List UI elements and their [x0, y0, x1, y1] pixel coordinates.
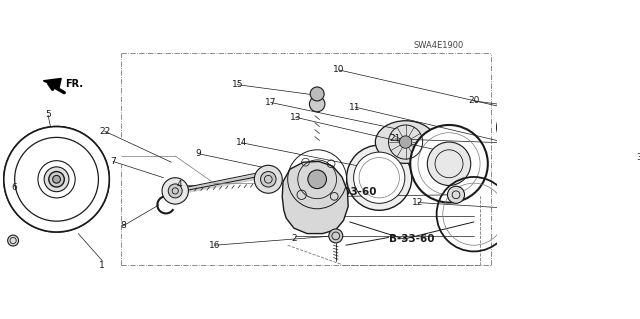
Text: 3: 3 — [636, 153, 640, 162]
Text: 1: 1 — [99, 261, 105, 270]
Text: SWA4E1900: SWA4E1900 — [414, 41, 464, 49]
Text: FR.: FR. — [65, 79, 83, 89]
Text: B-33-60: B-33-60 — [389, 234, 435, 244]
Circle shape — [260, 172, 276, 187]
Circle shape — [8, 235, 19, 246]
Circle shape — [354, 152, 405, 203]
Circle shape — [522, 120, 538, 135]
Text: 8: 8 — [120, 221, 126, 230]
Circle shape — [347, 145, 412, 210]
Polygon shape — [630, 127, 640, 251]
Text: 11: 11 — [349, 103, 361, 112]
Text: 22: 22 — [99, 127, 110, 136]
Ellipse shape — [375, 121, 436, 163]
Text: 14: 14 — [236, 138, 248, 147]
Circle shape — [428, 142, 471, 185]
Text: 10: 10 — [333, 65, 344, 74]
Text: 12: 12 — [412, 198, 424, 207]
Circle shape — [513, 110, 547, 145]
Circle shape — [52, 175, 60, 183]
Text: 18: 18 — [294, 211, 306, 220]
Circle shape — [310, 87, 324, 101]
Circle shape — [621, 213, 632, 224]
Text: 20: 20 — [468, 96, 479, 106]
Polygon shape — [282, 161, 348, 234]
Text: 17: 17 — [265, 98, 276, 107]
Circle shape — [609, 145, 621, 157]
Circle shape — [611, 139, 619, 147]
Text: 6: 6 — [12, 182, 17, 191]
Text: 19: 19 — [284, 193, 296, 202]
Circle shape — [162, 178, 188, 204]
Text: 21: 21 — [389, 134, 401, 144]
Circle shape — [538, 161, 550, 174]
Circle shape — [4, 127, 109, 232]
Polygon shape — [44, 78, 61, 89]
Circle shape — [44, 167, 69, 192]
Circle shape — [329, 229, 343, 243]
Circle shape — [308, 170, 326, 189]
Circle shape — [447, 186, 465, 203]
Text: 13: 13 — [290, 113, 301, 122]
Circle shape — [309, 96, 325, 112]
Circle shape — [545, 131, 550, 137]
Circle shape — [399, 136, 412, 148]
Text: B-33-60: B-33-60 — [331, 188, 376, 197]
Circle shape — [254, 165, 282, 193]
Circle shape — [49, 172, 64, 187]
Circle shape — [168, 184, 182, 198]
Text: 5: 5 — [45, 110, 51, 119]
Text: 16: 16 — [209, 241, 221, 250]
Text: 7: 7 — [110, 157, 116, 166]
Text: 15: 15 — [232, 80, 243, 89]
Text: 9: 9 — [196, 149, 202, 158]
FancyArrowPatch shape — [49, 84, 64, 93]
Ellipse shape — [497, 102, 563, 152]
Circle shape — [410, 125, 488, 203]
Ellipse shape — [515, 146, 573, 189]
Text: 4: 4 — [177, 180, 182, 189]
Text: 2: 2 — [292, 234, 298, 243]
